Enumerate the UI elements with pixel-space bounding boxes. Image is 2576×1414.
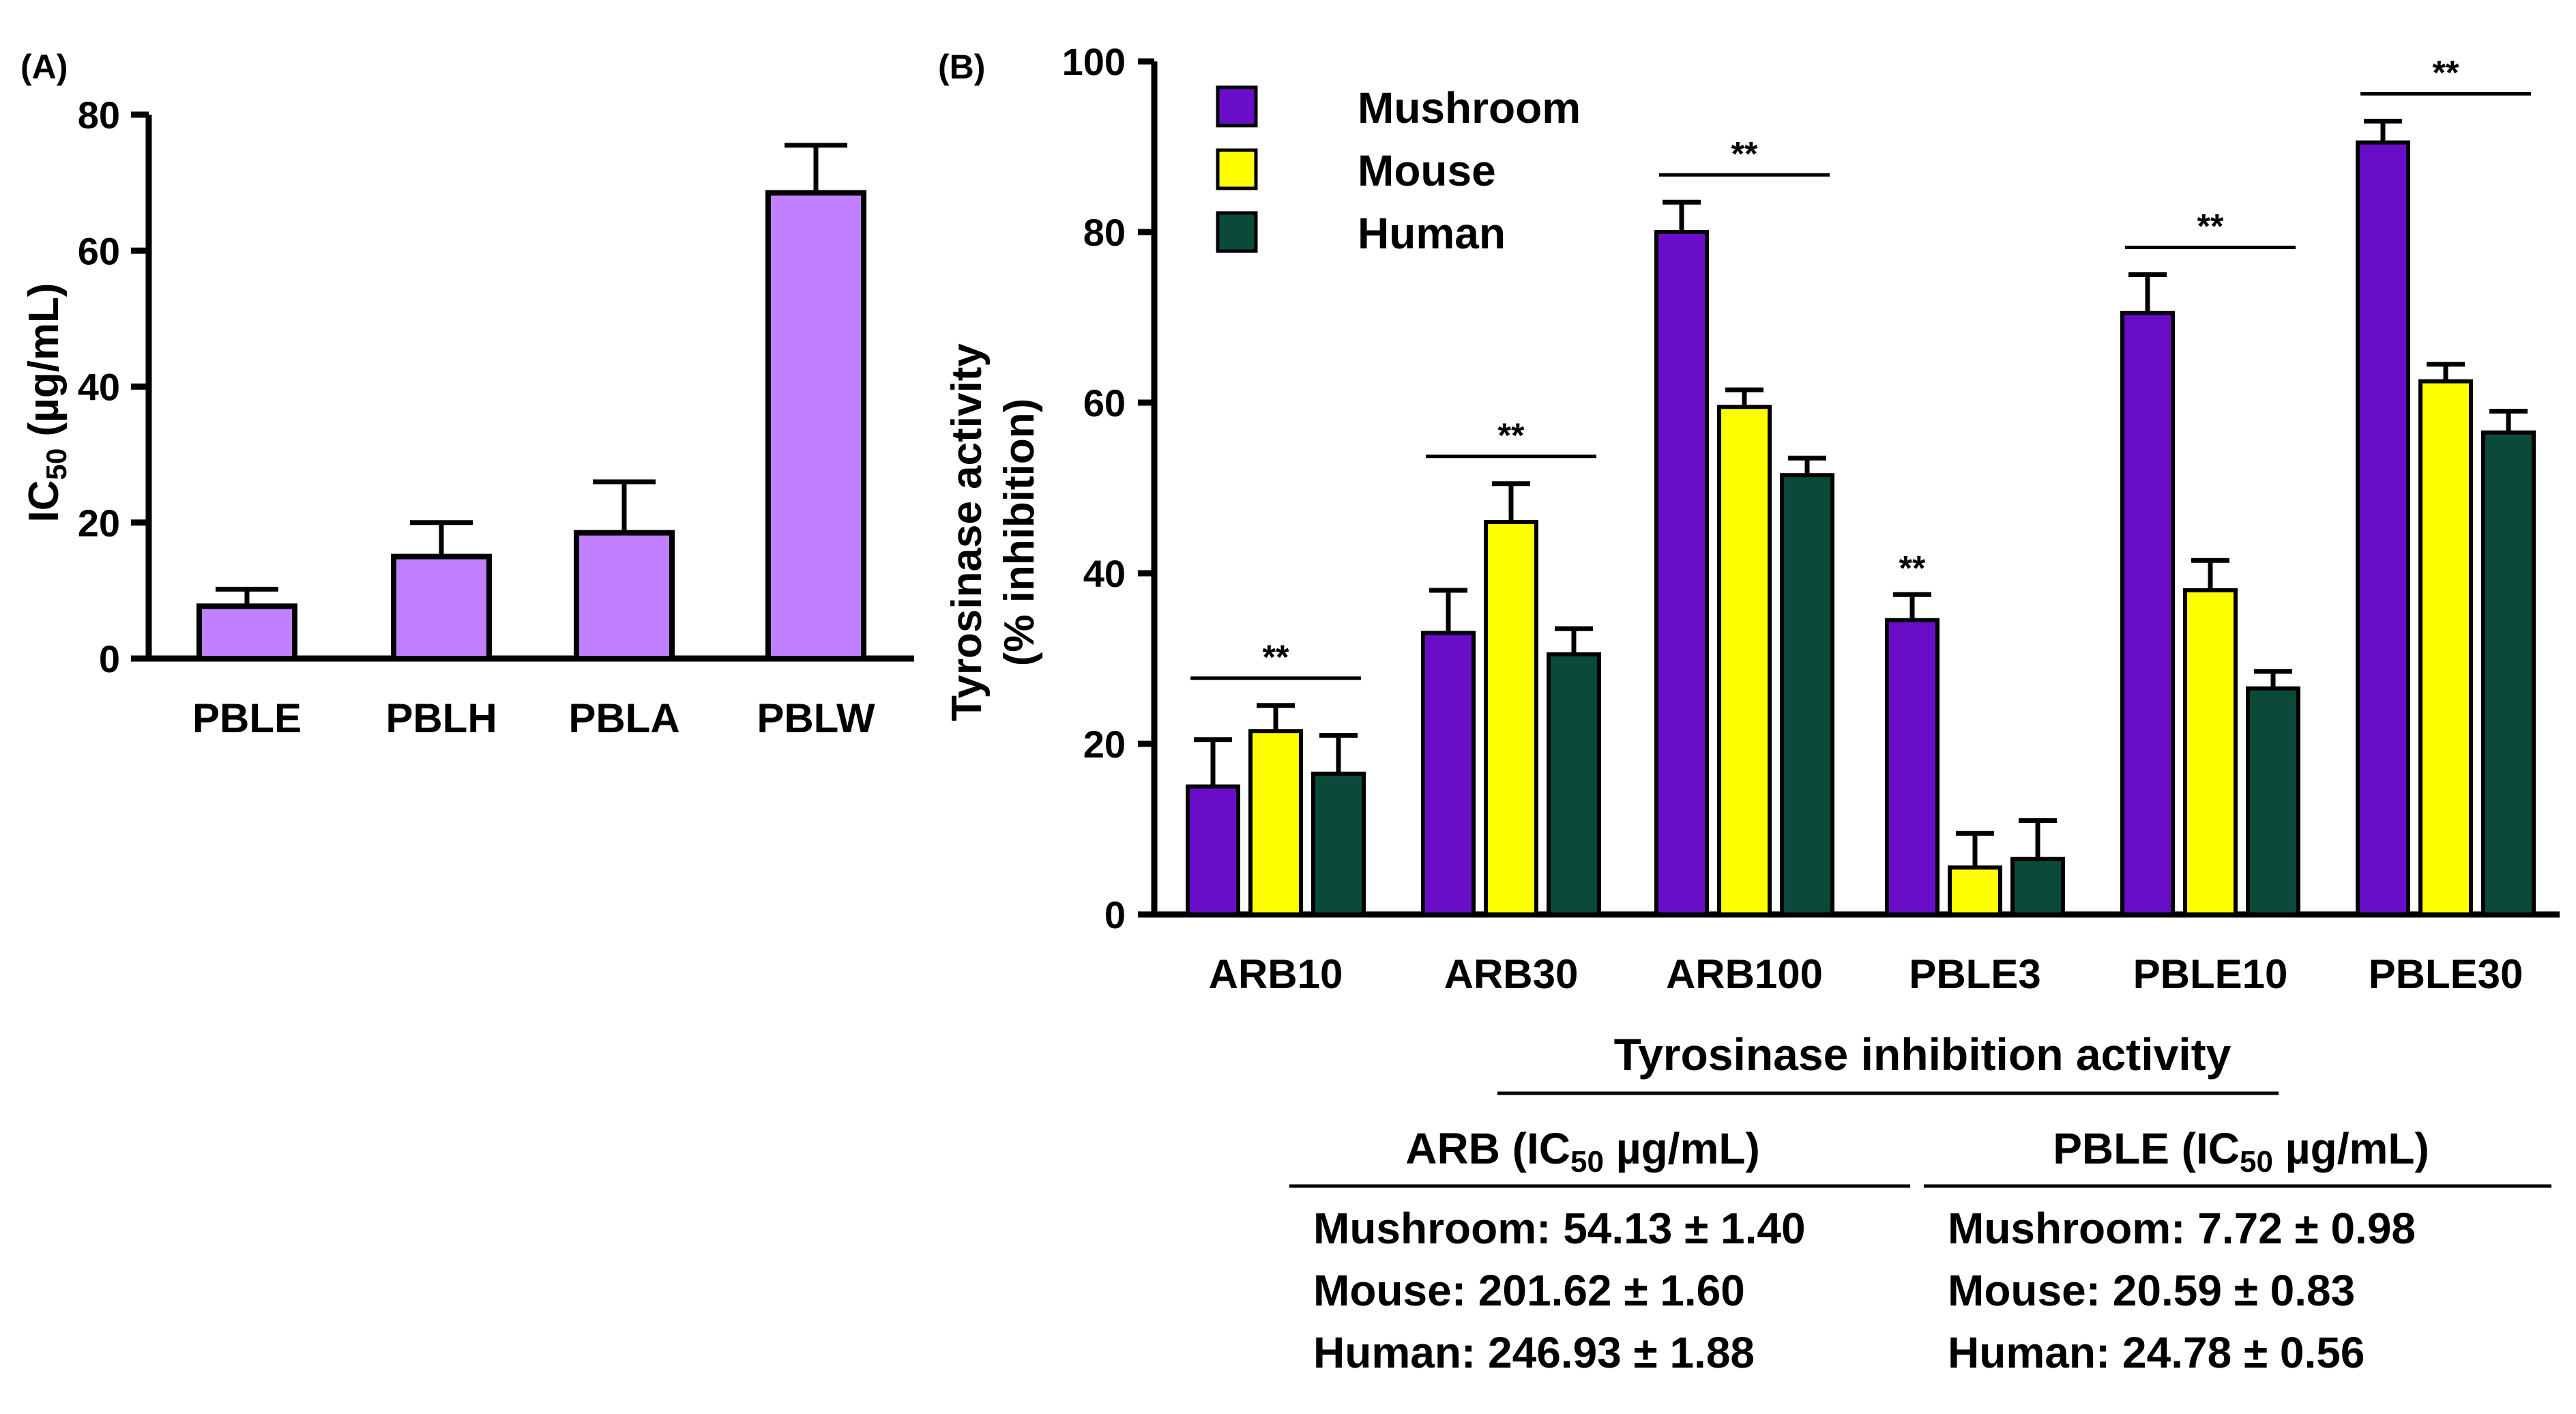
panel-b-bar-arb30-mouse xyxy=(1484,520,1538,917)
panel-b-bar-arb10-human xyxy=(1311,771,1366,917)
panel-a-y-tick-label: 40 xyxy=(78,366,120,409)
panel-b-bar-pble10-human xyxy=(2246,686,2300,917)
panel-b-bar-arb30-mushroom xyxy=(1421,631,1476,917)
panel-a-y-tick-label: 80 xyxy=(78,93,120,136)
panel-b-chart: (B) Tyrosinase activity (% inhibition) 0… xyxy=(938,40,2560,997)
panel-a-y-tick-label: 60 xyxy=(78,229,120,272)
panel-a-bar-pblw xyxy=(765,190,866,662)
panel-a-category-label: PBLW xyxy=(757,695,875,741)
panel-b-error-bar xyxy=(1956,831,1994,868)
legend-label-mouse: Mouse xyxy=(1358,146,1496,195)
panel-b-bar-arb10-mouse xyxy=(1248,729,1303,917)
significance-marker: ** xyxy=(2197,207,2224,246)
panel-b-error-bar xyxy=(1725,387,1763,407)
panel-b-error-bar xyxy=(2128,272,2167,313)
panel-b-error-bar xyxy=(2489,409,2528,433)
pble-row-human: Human: 24.78 ± 0.56 xyxy=(1948,1328,2365,1377)
significance-marker: ** xyxy=(1498,416,1525,454)
legend-swatch-human xyxy=(1216,211,1258,253)
panel-a-category-label: PBLH xyxy=(385,695,497,741)
panel-b-label: (B) xyxy=(938,48,985,86)
panel-b-legend: Mushroom Mouse Human xyxy=(1216,83,1581,258)
panel-a-bar-pblh xyxy=(391,553,492,661)
panel-a-y-axis-label: IC50 (µg/mL) xyxy=(20,283,72,522)
panel-b-error-bar xyxy=(1257,703,1295,732)
panel-b-error-bar xyxy=(2254,669,2292,689)
arb-row-mouse: Mouse: 201.62 ± 1.60 xyxy=(1313,1266,1745,1315)
panel-b-category-label: ARB10 xyxy=(1209,951,1343,997)
panel-b-y-tick-label: 100 xyxy=(1062,40,1126,83)
pble-row-mouse: Mouse: 20.59 ± 0.83 xyxy=(1948,1266,2355,1315)
panel-b-bar-arb100-human xyxy=(1780,473,1834,917)
panel-b-error-bar xyxy=(1194,737,1232,787)
panel-b-bar-pble3-mushroom xyxy=(1885,618,1940,917)
panel-b-bar-arb30-human xyxy=(1547,652,1601,917)
panel-a-error-bar xyxy=(216,586,278,607)
panel-b-bar-arb100-mushroom xyxy=(1654,230,1709,917)
panel-a-category-label: PBLE xyxy=(192,695,302,741)
panel-b-error-bar xyxy=(1319,733,1358,774)
panel-b-error-bar xyxy=(1893,592,1931,620)
panel-b-category-label: PBLE3 xyxy=(1909,951,2040,997)
panel-b-y-axis-label-line2: (% inhibition) xyxy=(996,399,1043,667)
panel-a-label: (A) xyxy=(20,48,68,86)
panel-b-error-bar xyxy=(1663,199,1701,232)
panel-a-chart: (A) IC50 (µg/mL) 0 20 40 60 80 PBLE PBLH PBLA P… xyxy=(20,48,914,741)
panel-b-y-tick-label: 0 xyxy=(1104,893,1126,936)
significance-marker: ** xyxy=(1899,549,1926,587)
panel-a-error-bar xyxy=(593,479,656,533)
panel-b-bar-pble30-mouse xyxy=(2418,379,2473,917)
panel-a-error-bar xyxy=(785,143,847,193)
panel-b-error-bar xyxy=(2019,818,2057,859)
panel-b-x-axis-title: Tyrosinase inhibition activity xyxy=(1614,1029,2231,1080)
arb-row-human: Human: 246.93 ± 1.88 xyxy=(1313,1328,1755,1377)
panel-b-category-label: ARB100 xyxy=(1666,951,1823,997)
panel-b-y-tick-label: 20 xyxy=(1083,723,1126,766)
panel-b-error-bar xyxy=(1788,455,1826,476)
panel-b-bar-pble10-mushroom xyxy=(2120,311,2175,917)
panel-a-category-label: PBLA xyxy=(568,695,679,741)
pble-column-header: PBLE (IC50 µg/mL) xyxy=(2053,1124,2429,1179)
panel-b-bar-arb10-mushroom xyxy=(1186,784,1240,917)
significance-marker: ** xyxy=(2433,54,2459,92)
panel-b-bar-pble30-mushroom xyxy=(2356,140,2410,917)
panel-b-bar-arb100-mouse xyxy=(1717,405,1772,917)
legend-label-mushroom: Mushroom xyxy=(1358,83,1581,132)
panel-b-y-tick-label: 60 xyxy=(1083,381,1126,424)
panel-b-y-tick-label: 40 xyxy=(1083,552,1126,595)
significance-marker: ** xyxy=(1731,134,1758,173)
legend-swatch-mushroom xyxy=(1216,85,1258,128)
panel-b-error-bar xyxy=(2191,558,2229,590)
legend-swatch-mouse xyxy=(1216,148,1258,190)
panel-a-bar-pble xyxy=(196,603,297,662)
panel-b-error-bar xyxy=(2364,119,2402,143)
panel-b-y-axis-label-line1: Tyrosinase activity xyxy=(943,343,991,721)
pble-row-mushroom: Mushroom: 7.72 ± 0.98 xyxy=(1948,1204,2416,1253)
panel-b-category-label: PBLE30 xyxy=(2369,951,2523,997)
arb-column-header: ARB (IC50 µg/mL) xyxy=(1405,1124,1760,1179)
panel-b-bar-pble30-human xyxy=(2481,430,2536,917)
panel-b-y-tick-label: 80 xyxy=(1083,211,1126,254)
panel-b-bar-pble3-human xyxy=(2010,856,2065,917)
significance-marker: ** xyxy=(1263,638,1289,676)
panel-b-error-bar xyxy=(1555,626,1593,654)
panel-a-y-tick-label: 0 xyxy=(99,637,120,680)
panel-b-category-label: ARB30 xyxy=(1444,951,1579,997)
ic50-table: Tyrosinase inhibition activity ARB (IC50… xyxy=(1289,1029,2551,1377)
panel-b-error-bar xyxy=(1492,481,1530,522)
panel-b-category-label: PBLE10 xyxy=(2133,951,2288,997)
panel-b-bar-pble3-mouse xyxy=(1948,865,2002,917)
panel-b-error-bar xyxy=(2427,362,2465,381)
panel-b-error-bar xyxy=(1429,588,1467,633)
legend-label-human: Human xyxy=(1358,209,1506,258)
panel-a-error-bar xyxy=(410,520,473,557)
arb-row-mushroom: Mushroom: 54.13 ± 1.40 xyxy=(1313,1204,1806,1253)
panel-b-bar-pble10-mouse xyxy=(2183,588,2238,917)
panel-a-bar-pbla xyxy=(574,530,675,661)
panel-a-y-tick-label: 20 xyxy=(78,502,120,545)
